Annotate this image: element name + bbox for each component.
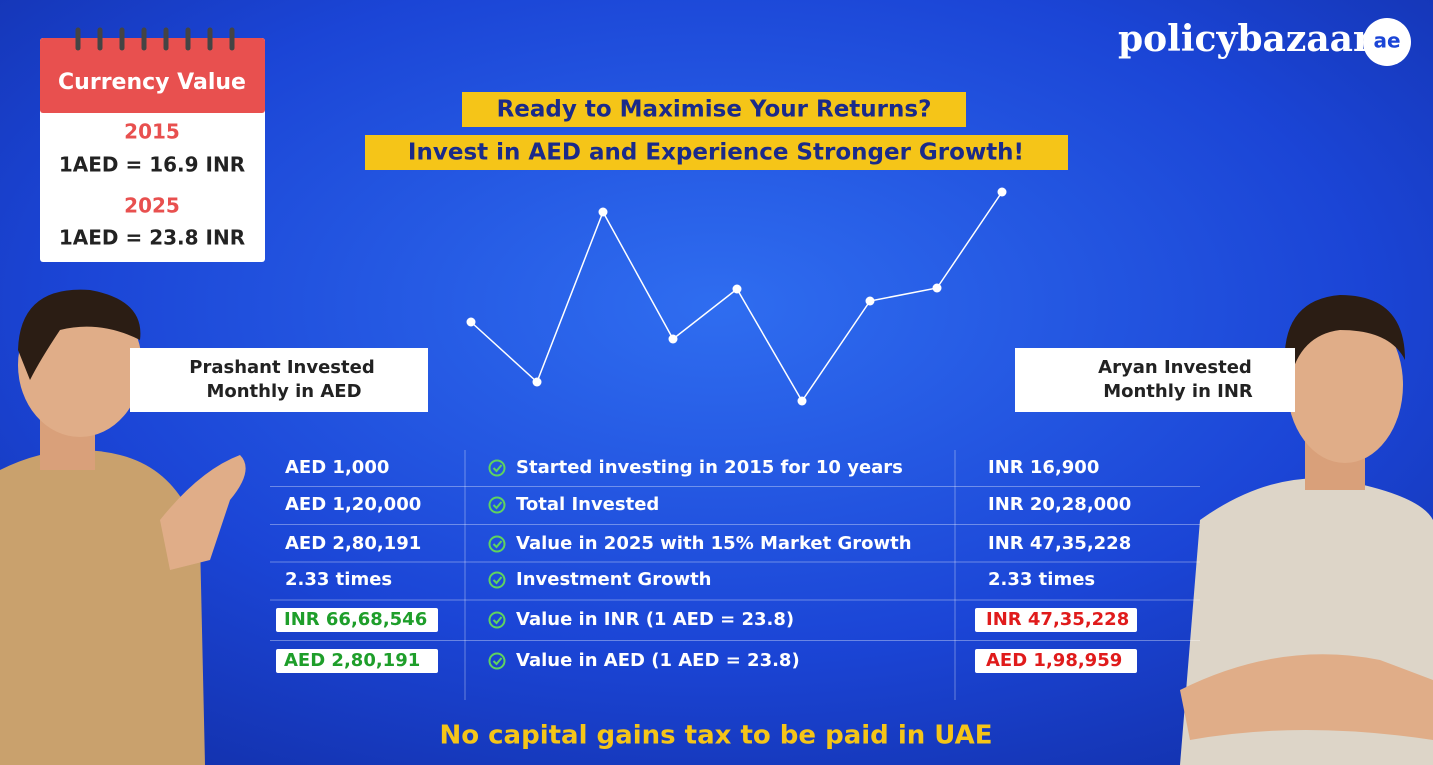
- headline: Invest in AED and Experience Stronger Gr…: [408, 140, 1024, 166]
- right-value: INR 20,28,000: [988, 494, 1131, 515]
- check-icon: [488, 496, 506, 514]
- check-tick: [492, 616, 503, 625]
- left-value: AED 2,80,191: [285, 533, 421, 554]
- left-label: Prashant Invested: [189, 357, 374, 378]
- left-value: AED 1,000: [285, 457, 389, 478]
- check-circle: [488, 611, 506, 629]
- check-circle: [488, 459, 506, 477]
- decorative-line: [466, 187, 1007, 406]
- calendar-header: [40, 38, 265, 113]
- check-circle: [488, 535, 506, 553]
- right-value: INR 47,35,228: [988, 533, 1131, 554]
- calendar-rate: 1AED = 16.9 INR: [59, 153, 245, 177]
- headline-bg: [462, 92, 966, 127]
- label-box: [1015, 348, 1295, 412]
- right-value: INR 16,900: [988, 457, 1099, 478]
- check-circle: [488, 496, 506, 514]
- logo-brand: policybazaar: [1118, 18, 1373, 60]
- label-box: [130, 348, 428, 412]
- headline-bg: [365, 135, 1068, 170]
- left-value: INR 66,68,546: [284, 609, 427, 630]
- calendar-title: Currency Value: [58, 70, 246, 95]
- left-label: Monthly in AED: [206, 381, 361, 402]
- left-value: 2.33 times: [285, 569, 392, 590]
- highlight-box: [975, 608, 1137, 632]
- check-circle: [488, 571, 506, 589]
- person-left: [0, 289, 246, 765]
- description: Total Invested: [516, 494, 659, 515]
- right-label: Monthly in INR: [1103, 381, 1253, 402]
- calendar-year: 2015: [124, 120, 180, 144]
- check-tick: [492, 576, 503, 585]
- check-tick: [492, 464, 503, 473]
- check-tick: [492, 657, 503, 666]
- calendar-rate: 1AED = 23.8 INR: [59, 226, 245, 250]
- description: Value in AED (1 AED = 23.8): [516, 650, 800, 671]
- check-icon: [488, 652, 506, 670]
- description: Value in 2025 with 15% Market Growth: [516, 533, 912, 554]
- comparison-table: AED 1,000 Started investing in 2015 for 1…: [270, 450, 1200, 700]
- logo-badge: ae: [1373, 29, 1400, 53]
- check-circle: [488, 652, 506, 670]
- highlight-box: [276, 608, 438, 632]
- check-icon: [488, 611, 506, 629]
- person-right: [1180, 295, 1433, 765]
- description: Started investing in 2015 for 10 years: [516, 457, 903, 478]
- right-value: INR 47,35,228: [986, 609, 1129, 630]
- highlight-box: [276, 649, 438, 673]
- right-value: 2.33 times: [988, 569, 1095, 590]
- left-value: AED 2,80,191: [284, 650, 420, 671]
- check-icon: [488, 535, 506, 553]
- check-icon: [488, 459, 506, 477]
- check-tick: [492, 501, 503, 510]
- headline: Ready to Maximise Your Returns?: [497, 97, 932, 123]
- right-value: AED 1,98,959: [986, 650, 1122, 671]
- description: Value in INR (1 AED = 23.8): [516, 609, 794, 630]
- calendar-year: 2025: [124, 194, 180, 218]
- calendar: Currency Value 2015 1AED = 16.9 INR 2025…: [40, 27, 265, 262]
- calendar-rings: [75, 27, 235, 51]
- check-icon: [488, 571, 506, 589]
- check-tick: [492, 540, 503, 549]
- logo-badge-circle: [1363, 18, 1411, 66]
- highlight-box: [975, 649, 1137, 673]
- footer: No capital gains tax to be paid in UAE: [439, 721, 992, 751]
- right-label: Aryan Invested: [1098, 357, 1252, 378]
- description: Investment Growth: [516, 569, 712, 590]
- left-value: AED 1,20,000: [285, 494, 421, 515]
